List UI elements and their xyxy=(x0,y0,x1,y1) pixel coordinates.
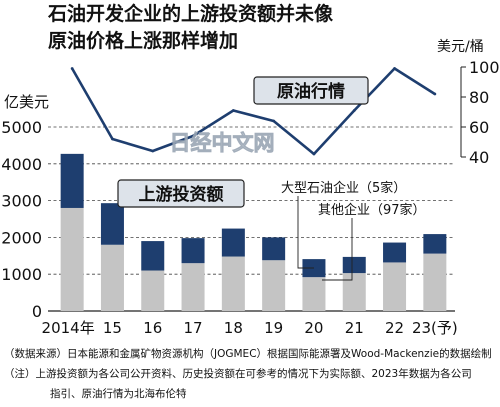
chart-notes: （数据来源）日本能源和金属矿物资源机构（JOGMEC）根据国际能源署及Wood-… xyxy=(4,344,498,404)
left-axis-unit: 亿美元 xyxy=(4,93,49,111)
right-tick-label: 80 xyxy=(469,88,489,107)
leader-line-other xyxy=(322,218,353,281)
investment-label: 上游投资额 xyxy=(139,184,224,205)
x-tick-label: 20 xyxy=(304,319,323,337)
bar-other-8 xyxy=(383,262,407,311)
right-tick-label: 60 xyxy=(469,118,489,137)
left-tick-label: 3000 xyxy=(1,192,42,211)
x-tick-label: 17 xyxy=(184,319,203,337)
crude-price-point-4 xyxy=(231,109,235,112)
chart-title-line-2: 原油价格上涨那样增加 xyxy=(48,30,239,52)
bar-other-0 xyxy=(60,207,84,311)
bar-other-1 xyxy=(100,244,124,311)
bar-major-1 xyxy=(100,203,124,245)
crude-price-point-6 xyxy=(312,152,316,156)
investment-label-box xyxy=(117,179,245,208)
right-axis-unit: 美元/桶 xyxy=(437,39,484,55)
x-tick-label: 23(予) xyxy=(412,319,458,337)
chart-title-line-1: 石油开发企业的上游投资额并未像 xyxy=(48,3,334,25)
bar-major-2 xyxy=(141,241,165,271)
crude-price-point-5 xyxy=(272,119,276,123)
bar-major-4 xyxy=(221,228,245,257)
x-tick-label: 16 xyxy=(143,319,162,337)
right-tick-label: 40 xyxy=(469,148,489,167)
crude-price-point-7 xyxy=(352,109,356,112)
bar-other-4 xyxy=(221,256,245,311)
bar-major-0 xyxy=(60,153,84,208)
x-tick-label: 2014年 xyxy=(42,319,95,337)
bar-major-8 xyxy=(383,242,407,263)
legend-major-label: 大型石油企业（5家） xyxy=(281,180,406,196)
footnote-line-1: （注）上游投资额为各公司公开资料、历史投资额在可参考的情况下为实际额、2023年… xyxy=(4,368,472,380)
bar-other-7 xyxy=(342,273,366,311)
watermark-text: 日经中文网 xyxy=(170,131,275,155)
left-tick-label: 5000 xyxy=(1,118,42,137)
x-tick-label: 21 xyxy=(345,319,364,337)
bar-other-3 xyxy=(181,263,205,311)
crude-price-point-8 xyxy=(393,67,396,70)
crude-price-point-0 xyxy=(70,67,74,70)
left-tick-label: 0 xyxy=(32,302,42,321)
x-tick-label: 18 xyxy=(224,319,243,337)
bar-other-6 xyxy=(302,277,326,311)
crude-price-point-1 xyxy=(111,137,114,141)
bar-other-9 xyxy=(423,253,447,311)
crude-price-line xyxy=(71,67,436,156)
crude-price-point-2 xyxy=(151,149,155,153)
legend-other-label: 其他企业（97家） xyxy=(318,202,426,218)
left-tick-label: 1000 xyxy=(1,265,42,284)
bar-major-3 xyxy=(181,238,205,264)
leader-line-major xyxy=(297,196,314,269)
crude-price-point-9 xyxy=(433,92,437,96)
crude-label-box xyxy=(253,76,369,105)
bar-major-7 xyxy=(342,256,366,274)
x-tick-label: 19 xyxy=(264,319,283,337)
bar-other-5 xyxy=(262,260,286,311)
x-tick-label: 22 xyxy=(385,319,404,337)
crude-label: 原油行情 xyxy=(277,81,345,102)
footnote-line-2: 指引、原油行情为北海布伦特 xyxy=(50,388,187,400)
chart-plot: 2014年 15 16 17 18 19 20 21 22 23(予) 0 1000 2000 3000… xyxy=(1,39,500,337)
bar-other-2 xyxy=(141,270,165,311)
bar-major-5 xyxy=(262,237,286,261)
right-tick-label: 100 xyxy=(469,58,500,77)
source-note: （数据来源）日本能源和金属矿物资源机构（JOGMEC）根据国际能源署及Wood-… xyxy=(4,348,492,360)
left-tick-label: 2000 xyxy=(1,228,42,247)
bar-major-9 xyxy=(423,234,447,254)
x-tick-label: 15 xyxy=(103,319,122,337)
crude-price-point-3 xyxy=(191,134,195,138)
left-tick-label: 4000 xyxy=(1,155,42,174)
